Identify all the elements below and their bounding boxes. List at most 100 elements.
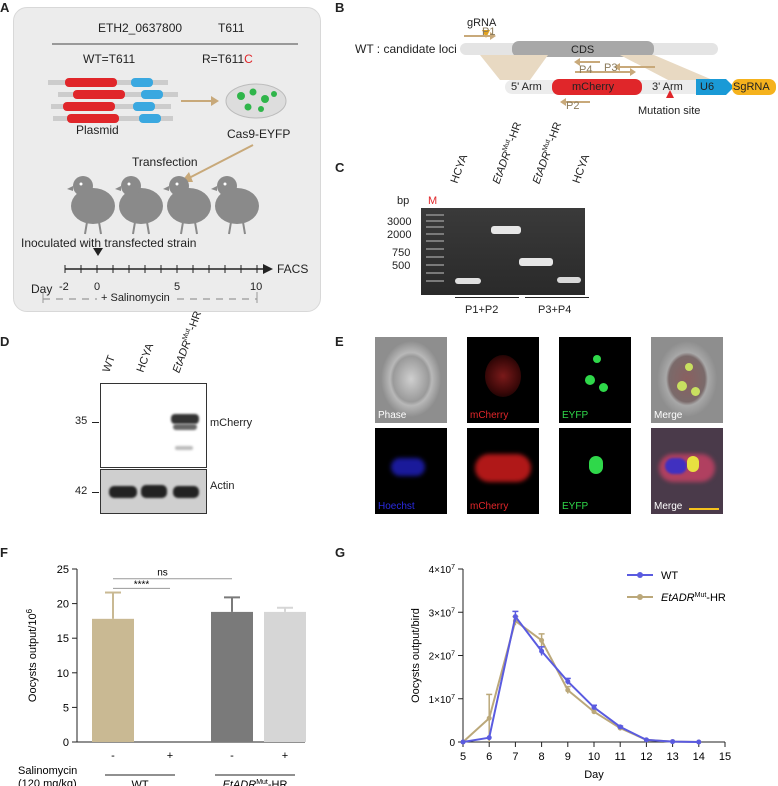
bar bbox=[92, 618, 134, 742]
y-tick-label: 0 bbox=[449, 738, 455, 749]
grna-label: gRNA bbox=[467, 17, 497, 29]
bp-label: bp bbox=[397, 195, 410, 207]
treatment-sign: - bbox=[111, 750, 115, 762]
y-tick-label: 3×107 bbox=[429, 607, 456, 619]
data-point bbox=[460, 739, 466, 745]
x-tick-label: 10 bbox=[588, 751, 600, 763]
tick-label: -2 bbox=[59, 281, 69, 293]
y-tick-label: 15 bbox=[57, 633, 69, 645]
series-line bbox=[462, 619, 699, 743]
bar bbox=[264, 611, 306, 742]
micrograph-phase: Phase bbox=[375, 337, 447, 423]
primer-p2: P2 bbox=[566, 100, 580, 112]
wb-actin-label: Actin bbox=[210, 480, 235, 492]
gel-image bbox=[421, 208, 585, 295]
mutation-marker bbox=[666, 90, 674, 98]
bracket-p12 bbox=[455, 297, 519, 298]
x-tick-label: 13 bbox=[666, 751, 678, 763]
panel-b-diagram bbox=[460, 30, 776, 106]
y-tick-label: 5 bbox=[63, 702, 69, 714]
mw-42-tick bbox=[92, 492, 99, 493]
salinomycin-label: Salinomycin bbox=[18, 765, 77, 777]
data-point bbox=[670, 739, 676, 745]
data-point bbox=[643, 737, 649, 743]
y-tick-label: 4×107 bbox=[429, 564, 456, 576]
legend-marker-mut bbox=[637, 594, 643, 600]
data-point bbox=[486, 735, 492, 741]
u6-bar bbox=[696, 79, 726, 95]
x-tick-label: 12 bbox=[640, 751, 652, 763]
p12-label: P1+P2 bbox=[465, 304, 499, 316]
micrograph-mcherry-2: mCherry bbox=[467, 428, 539, 514]
panel-label-d: D bbox=[0, 334, 10, 349]
gel-lane-labels: HCYA EtADRMut-HR EtADRMut-HR bbox=[448, 120, 565, 186]
y-axis-label: Oocysts output/106 bbox=[25, 608, 39, 702]
primer-p3: P3 bbox=[604, 62, 618, 74]
cas9-label: Cas9-EYFP bbox=[227, 127, 291, 141]
y-tick-label: 2×107 bbox=[429, 651, 456, 663]
mutation-site-label: Mutation site bbox=[638, 105, 701, 117]
gel-lane-hcya-2: HCYA bbox=[570, 152, 593, 185]
band-hcya-p34 bbox=[557, 277, 581, 283]
panel-label-e: E bbox=[335, 334, 344, 349]
treatment-sign: + bbox=[282, 750, 288, 762]
x-tick-label: 11 bbox=[614, 751, 625, 763]
mcherry-bar bbox=[552, 79, 642, 95]
panel-label-a: A bbox=[0, 0, 10, 15]
data-point bbox=[565, 687, 571, 693]
tick-label: 0 bbox=[94, 281, 101, 293]
divider bbox=[52, 43, 298, 45]
panel-a-box bbox=[13, 7, 321, 312]
mcherry-label: mCherry bbox=[572, 81, 615, 93]
dose-label: (120 mg/kg) bbox=[18, 778, 77, 786]
y-tick-label: 20 bbox=[57, 599, 69, 611]
sgrna-bar bbox=[732, 79, 776, 95]
sgrna-label: SgRNA bbox=[733, 81, 770, 93]
tick-label: 5 bbox=[174, 281, 181, 293]
panel-label-f: F bbox=[0, 545, 8, 560]
data-point bbox=[539, 637, 545, 643]
r-label: R=T611C bbox=[202, 52, 253, 66]
data-point bbox=[565, 678, 571, 684]
micrograph-merge-1: Merge bbox=[651, 337, 723, 423]
micrograph-eyfp: EYFP bbox=[559, 337, 631, 423]
legend-label-wt: WT bbox=[661, 570, 678, 582]
band-mut-p34 bbox=[519, 258, 553, 266]
day-label: Day bbox=[31, 282, 53, 296]
group-label: EtADRMut-HR bbox=[223, 779, 288, 786]
x-tick-label: 15 bbox=[719, 751, 731, 763]
y-tick-label: 0 bbox=[63, 737, 69, 749]
treatment-sign: - bbox=[230, 750, 234, 762]
series-line bbox=[462, 614, 699, 743]
y-tick-label: 25 bbox=[57, 564, 69, 576]
sig-label: ns bbox=[157, 568, 168, 579]
data-point bbox=[539, 648, 545, 654]
inoculated-label: Inoculated with transfected strain bbox=[21, 236, 197, 250]
wt-loci-label: WT : candidate loci bbox=[355, 42, 457, 56]
ladder-750: 750 bbox=[392, 247, 411, 259]
mw-35-tick bbox=[92, 422, 99, 423]
chart-f: 0 5 10 15 20 25 Oocysts output/106 - + - + **** ns Sa… bbox=[18, 564, 306, 786]
wb-mcherry-label: mCherry bbox=[210, 417, 253, 429]
mw-35: 35 bbox=[75, 415, 88, 427]
chickens-graphic bbox=[67, 176, 259, 235]
x-tick-label: 5 bbox=[460, 751, 466, 763]
legend-label-mut: EtADRMut-HR bbox=[661, 592, 726, 604]
sig-label: **** bbox=[134, 579, 150, 590]
u6-label: U6 bbox=[700, 81, 715, 93]
data-point bbox=[486, 715, 492, 721]
tick-label: 10 bbox=[250, 281, 263, 293]
p34-label: P3+P4 bbox=[538, 304, 572, 316]
y-axis-label: Oocysts output/bird bbox=[410, 608, 422, 703]
micrograph-mcherry: mCherry bbox=[467, 337, 539, 423]
inoculation-arrow bbox=[93, 248, 103, 256]
bracket-p34 bbox=[525, 297, 589, 298]
arm5-label: 5' Arm bbox=[511, 81, 542, 93]
gene-id: ETH2_0637800 bbox=[98, 21, 183, 35]
wb-mcherry-blot bbox=[100, 383, 207, 468]
x-tick-label: 8 bbox=[539, 751, 545, 763]
data-point bbox=[591, 709, 597, 715]
band-mut-p12 bbox=[491, 226, 521, 234]
cds-bar bbox=[512, 41, 654, 57]
panel-label-g: G bbox=[335, 545, 346, 560]
